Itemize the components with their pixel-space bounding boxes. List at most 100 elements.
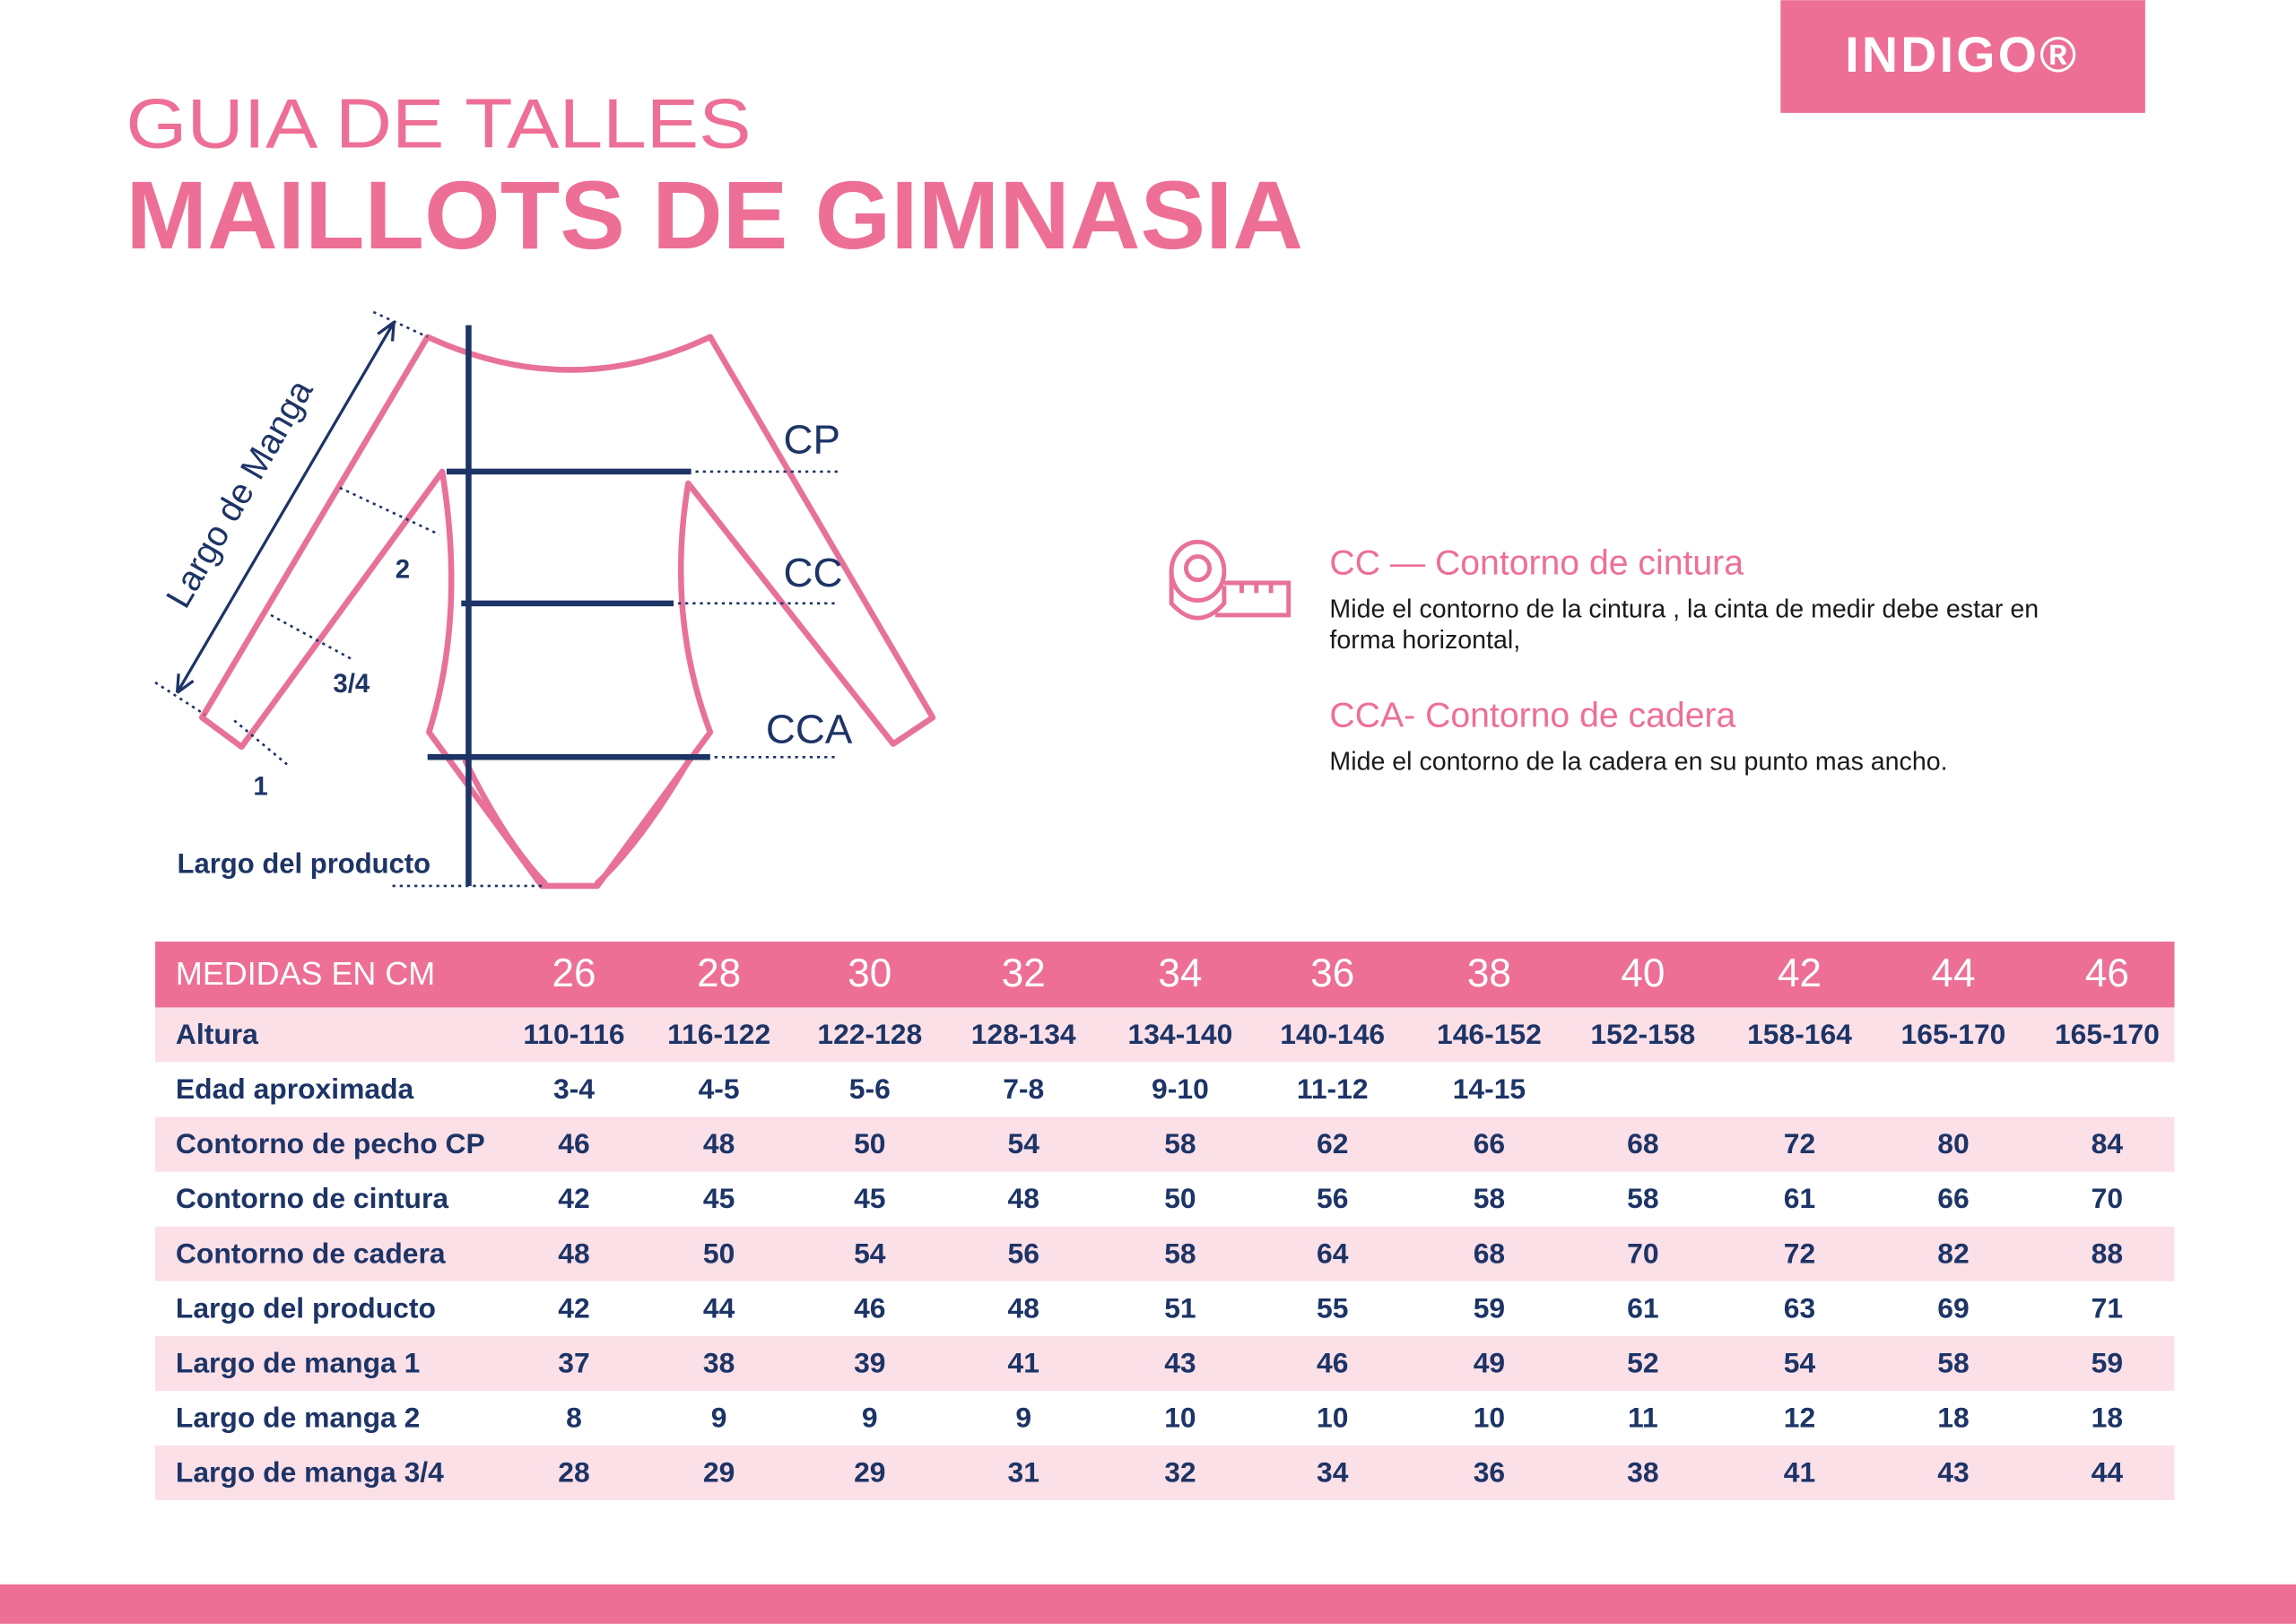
header-size: 26 (552, 951, 596, 995)
cell: 43 (1937, 1456, 1969, 1489)
header-size: 30 (848, 951, 891, 995)
cell: 165-170 (1901, 1018, 2006, 1050)
cell: 29 (703, 1456, 735, 1489)
cell: 44 (703, 1291, 735, 1324)
dotted-line (270, 613, 352, 661)
cell: 3-4 (553, 1073, 595, 1105)
cell: 61 (1784, 1182, 1815, 1214)
row-label: Largo de manga 1 (176, 1346, 420, 1378)
cell: 84 (2092, 1127, 2124, 1159)
cell: 44 (2092, 1456, 2124, 1489)
cell: 71 (2092, 1291, 2123, 1324)
cell: 48 (1008, 1291, 1039, 1324)
cell: 158-164 (1747, 1018, 1852, 1050)
sleeve-mark: 3/4 (333, 669, 370, 699)
cell: 58 (1164, 1237, 1196, 1269)
cell: 14-15 (1453, 1073, 1526, 1105)
cell: 88 (2092, 1237, 2123, 1269)
row-band (155, 1335, 2175, 1391)
cell: 70 (1627, 1237, 1658, 1269)
measure-label: CC (783, 550, 842, 595)
cell: 58 (1627, 1182, 1658, 1214)
cell: 66 (1474, 1127, 1505, 1159)
logo: INDIGO® (1845, 27, 2079, 83)
subtitle: MAILLOTS DE GIMNASIA (126, 161, 1303, 269)
cell: 41 (1008, 1346, 1039, 1378)
header-size: 46 (2085, 951, 2129, 995)
cell: 134-140 (1128, 1018, 1233, 1050)
cell: 37 (558, 1346, 589, 1378)
legend-description: forma horizontal, (1329, 626, 1520, 655)
cell: 122-128 (817, 1018, 922, 1050)
cell: 52 (1627, 1346, 1658, 1378)
cell: 4-5 (699, 1073, 740, 1105)
cell: 68 (1474, 1237, 1505, 1269)
arrow-heads (175, 321, 396, 694)
cell: 48 (703, 1127, 735, 1159)
cell: 45 (703, 1182, 735, 1214)
cell: 10 (1164, 1401, 1196, 1433)
legend-title: CC — Contorno de cintura (1329, 544, 1744, 583)
dotted-line (154, 681, 206, 716)
row-band (155, 1007, 2175, 1063)
cell: 59 (2092, 1346, 2123, 1378)
row-label: Altura (176, 1018, 258, 1050)
cell: 42 (558, 1182, 589, 1214)
measure-label: CP (783, 416, 840, 462)
cell: 146-152 (1437, 1018, 1542, 1050)
legend-title: CCA- Contorno de cadera (1329, 697, 1735, 735)
cell: 50 (703, 1237, 735, 1269)
cell: 7-8 (1003, 1073, 1044, 1105)
cell: 39 (854, 1346, 885, 1378)
cell: 62 (1317, 1127, 1348, 1159)
cell: 11 (1628, 1401, 1658, 1433)
leg-opening (594, 758, 691, 886)
cell: 110-116 (523, 1018, 624, 1050)
row-label: Edad aproximada (176, 1073, 414, 1105)
footer-bar (0, 1584, 2296, 1624)
header-label: MEDIDAS EN CM (176, 955, 435, 992)
cell: 46 (854, 1291, 885, 1324)
cell: 38 (703, 1346, 735, 1378)
cell: 9-10 (1152, 1073, 1209, 1105)
cell: 34 (1317, 1456, 1349, 1489)
cell: 28 (558, 1456, 589, 1489)
cell: 165-170 (2055, 1018, 2160, 1050)
cell: 9 (711, 1401, 727, 1433)
cell: 80 (1937, 1127, 1969, 1159)
title: GUIA DE TALLES (126, 84, 751, 163)
cell: 45 (854, 1182, 885, 1214)
header-size: 36 (1310, 951, 1354, 995)
cell: 64 (1317, 1237, 1349, 1269)
cell: 18 (2092, 1401, 2123, 1433)
cell: 68 (1627, 1127, 1658, 1159)
legend: CC — Contorno de cintura Mide el contorno… (1329, 544, 2039, 777)
logo-box (1780, 0, 2145, 113)
cell: 48 (558, 1237, 589, 1269)
cell: 72 (1784, 1127, 1815, 1159)
cell: 152-158 (1590, 1018, 1695, 1050)
cell: 41 (1784, 1456, 1815, 1489)
header-size: 40 (1621, 951, 1665, 995)
cell: 12 (1784, 1401, 1815, 1433)
cell: 116-122 (667, 1018, 770, 1050)
cell: 49 (1474, 1346, 1505, 1378)
row-label: Contorno de cintura (176, 1182, 448, 1214)
cell: 63 (1784, 1291, 1815, 1324)
cell: 66 (1937, 1182, 1969, 1214)
cell: 48 (1008, 1182, 1039, 1214)
header-size: 38 (1467, 951, 1511, 995)
row-band (155, 1116, 2175, 1172)
cell: 140-146 (1280, 1018, 1385, 1050)
cell: 10 (1474, 1401, 1505, 1433)
row-label: Largo del producto (176, 1291, 436, 1324)
cell: 56 (1317, 1182, 1348, 1214)
header-size: 42 (1778, 951, 1822, 995)
row-label: Contorno de cadera (176, 1237, 446, 1269)
sleeve-length-label: Largo de Manga (160, 373, 321, 614)
header-row (155, 941, 2175, 1008)
header-size: 32 (1002, 951, 1046, 995)
sleeve-mark: 1 (253, 771, 267, 801)
cell: 58 (1164, 1127, 1196, 1159)
leotard-outline (199, 334, 936, 890)
